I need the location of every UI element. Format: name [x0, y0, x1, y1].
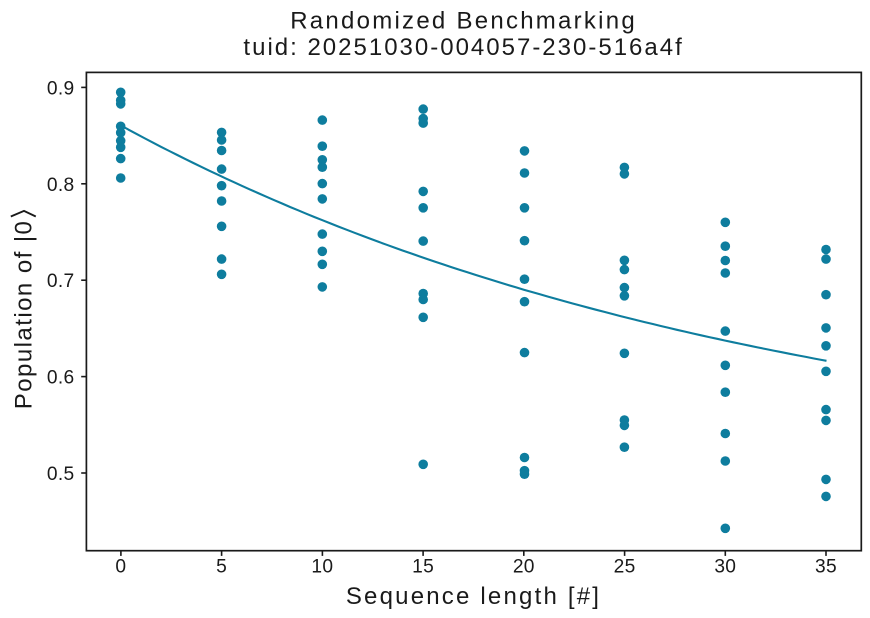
svg-text:0.6: 0.6 [47, 368, 75, 389]
svg-text:30: 30 [714, 557, 736, 578]
svg-text:0.9: 0.9 [47, 78, 75, 99]
svg-text:Population of |0: Population of |0 [11, 220, 38, 410]
svg-text:0: 0 [115, 557, 126, 578]
svg-text:0.7: 0.7 [47, 271, 75, 292]
svg-text:15: 15 [412, 557, 434, 578]
svg-text:Randomized Benchmarking: Randomized Benchmarking [290, 7, 637, 34]
svg-text:10: 10 [311, 557, 333, 578]
svg-text:20: 20 [513, 557, 535, 578]
svg-text:25: 25 [614, 557, 636, 578]
svg-text:35: 35 [815, 557, 837, 578]
svg-text:Sequence length [#]: Sequence length [#] [346, 583, 601, 610]
svg-text:tuid: 20251030-004057-230-516a: tuid: 20251030-004057-230-516a4f [243, 34, 683, 61]
svg-text:0.5: 0.5 [47, 464, 75, 485]
svg-text:5: 5 [216, 557, 227, 578]
svg-text:0.8: 0.8 [47, 175, 75, 196]
